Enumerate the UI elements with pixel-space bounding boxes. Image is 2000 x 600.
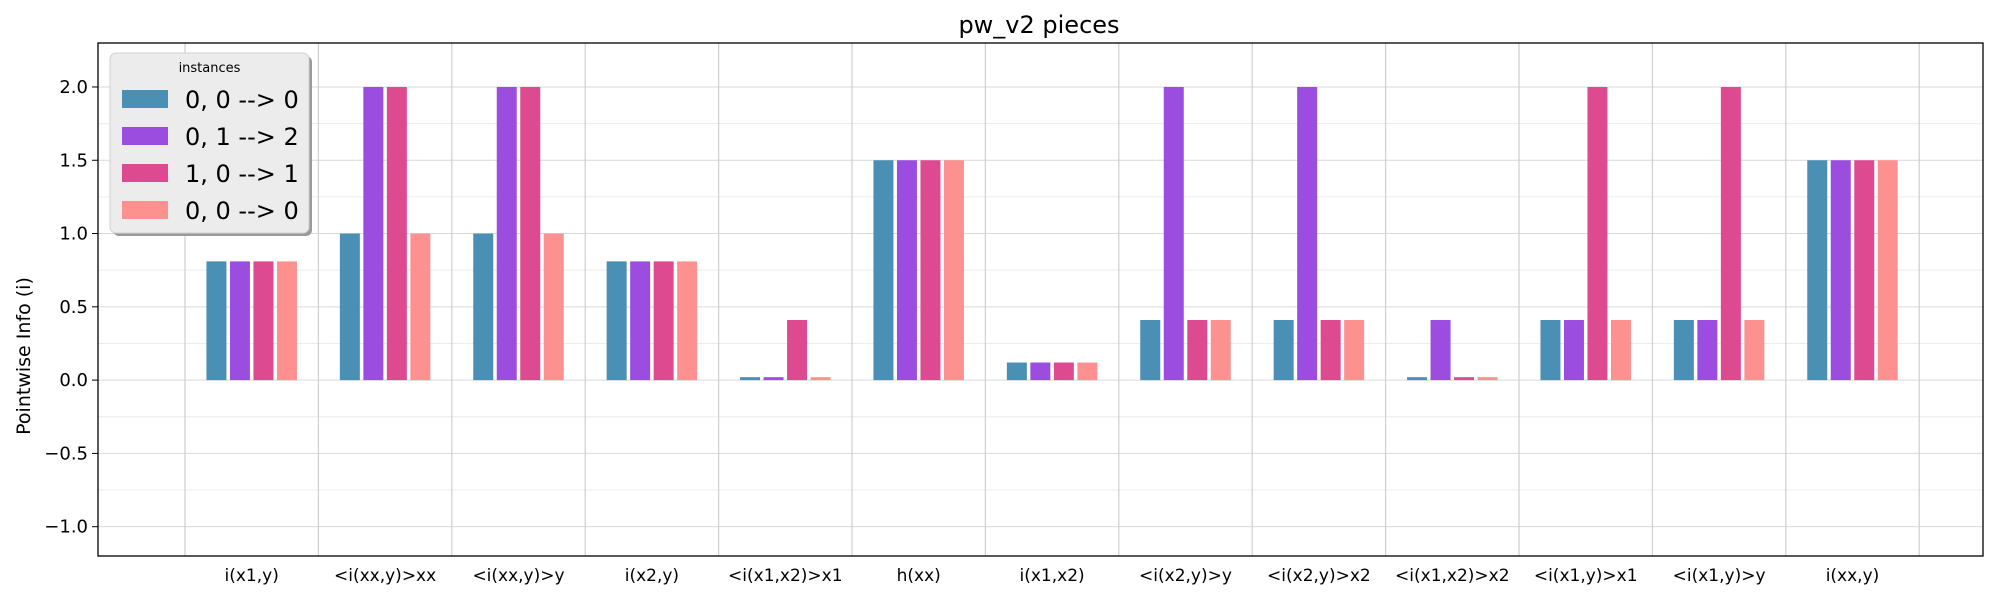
legend-title: instances bbox=[179, 61, 241, 76]
bar bbox=[473, 233, 494, 381]
x-tick-label: <i(x1,y)>x1 bbox=[1534, 566, 1638, 586]
bar bbox=[810, 377, 831, 381]
y-tick-label: 0.5 bbox=[59, 297, 88, 318]
bar bbox=[520, 86, 541, 381]
bar bbox=[1163, 86, 1184, 381]
bar bbox=[1077, 362, 1098, 381]
bar bbox=[1053, 362, 1074, 381]
plot-frame bbox=[97, 42, 1984, 557]
bar bbox=[1407, 377, 1428, 381]
bar bbox=[1744, 320, 1765, 381]
x-tick-label: <i(x1,y)>y bbox=[1673, 566, 1766, 586]
bar bbox=[1030, 362, 1051, 381]
x-tick-label: i(xx,y) bbox=[1826, 566, 1880, 586]
bar bbox=[206, 261, 227, 381]
x-tick-label: <i(x2,y)>x2 bbox=[1267, 566, 1371, 586]
legend-swatch bbox=[122, 164, 168, 182]
x-tick-label: <i(x1,x2)>x2 bbox=[1395, 566, 1510, 586]
bar bbox=[1477, 377, 1498, 381]
bar bbox=[386, 86, 407, 381]
bar bbox=[653, 261, 674, 381]
bar bbox=[606, 261, 627, 381]
chart-title: pw_v2 pieces bbox=[958, 11, 1119, 39]
bar bbox=[1320, 320, 1341, 381]
bars bbox=[206, 86, 1898, 381]
bar bbox=[1697, 320, 1718, 381]
x-tick-label: i(x1,x2) bbox=[1020, 566, 1085, 586]
bar bbox=[677, 261, 698, 381]
bar bbox=[1854, 160, 1875, 381]
bar bbox=[1807, 160, 1828, 381]
bar bbox=[1877, 160, 1898, 381]
x-tick-label: <i(xx,y)>xx bbox=[334, 566, 436, 586]
bar bbox=[253, 261, 274, 381]
y-tick-label: 0.0 bbox=[59, 370, 88, 391]
bar bbox=[1563, 320, 1584, 381]
bar bbox=[1210, 320, 1231, 381]
bar bbox=[543, 233, 564, 381]
bar bbox=[1610, 320, 1631, 381]
bar bbox=[1140, 320, 1161, 381]
bar bbox=[1673, 320, 1694, 381]
bar bbox=[229, 261, 250, 381]
x-tick-label: <i(xx,y)>y bbox=[472, 566, 564, 586]
bar bbox=[276, 261, 297, 381]
x-ticks: i(x1,y) <i(xx,y)>xx <i(xx,y)>y i(x2,y) <i(x1… bbox=[225, 566, 1880, 586]
y-tick-label: −1.0 bbox=[44, 517, 88, 538]
bar bbox=[943, 160, 964, 381]
y-axis-label: Pointwise Info (i) bbox=[13, 277, 35, 435]
bar bbox=[1297, 86, 1318, 381]
bar bbox=[873, 160, 894, 381]
bar bbox=[1430, 320, 1451, 381]
bar bbox=[1830, 160, 1851, 381]
bar bbox=[1273, 320, 1294, 381]
bar bbox=[630, 261, 651, 381]
y-tick-label: 1.5 bbox=[59, 150, 88, 171]
bar bbox=[896, 160, 917, 381]
x-tick-label: i(x2,y) bbox=[625, 566, 679, 586]
x-tick-label: i(x1,y) bbox=[225, 566, 279, 586]
bar bbox=[763, 377, 784, 381]
bar bbox=[1454, 377, 1475, 381]
y-ticks: 2.0 1.5 1.0 0.5 0.0 −0.5 −1.0 bbox=[44, 77, 98, 538]
bar bbox=[1344, 320, 1365, 381]
legend-label: 1, 0 --> 1 bbox=[185, 160, 299, 188]
legend-swatch bbox=[122, 127, 168, 145]
bar bbox=[1587, 86, 1608, 381]
legend-label: 0, 0 --> 0 bbox=[185, 86, 299, 114]
x-tick-label: h(xx) bbox=[897, 566, 941, 586]
bar bbox=[363, 86, 384, 381]
bar bbox=[410, 233, 431, 381]
bar bbox=[740, 377, 761, 381]
y-tick-label: 2.0 bbox=[59, 77, 88, 98]
bar bbox=[1540, 320, 1561, 381]
x-tick-label: <i(x1,x2)>x1 bbox=[728, 566, 843, 586]
bar bbox=[787, 320, 808, 381]
bar bbox=[1006, 362, 1027, 381]
bar bbox=[496, 86, 517, 381]
legend-label: 0, 1 --> 2 bbox=[185, 123, 299, 151]
legend-swatch bbox=[122, 201, 168, 219]
legend-label: 0, 0 --> 0 bbox=[185, 197, 299, 225]
legend-swatch bbox=[122, 90, 168, 108]
bar bbox=[920, 160, 941, 381]
legend: instances 0, 0 --> 0 0, 1 --> 2 1, 0 --> 1 0… bbox=[109, 52, 312, 236]
bar bbox=[1187, 320, 1208, 381]
bar bbox=[339, 233, 360, 381]
bar bbox=[1720, 86, 1741, 381]
x-tick-label: <i(x2,y)>y bbox=[1139, 566, 1232, 586]
y-tick-label: −0.5 bbox=[44, 443, 88, 464]
y-tick-label: 1.0 bbox=[59, 224, 88, 245]
